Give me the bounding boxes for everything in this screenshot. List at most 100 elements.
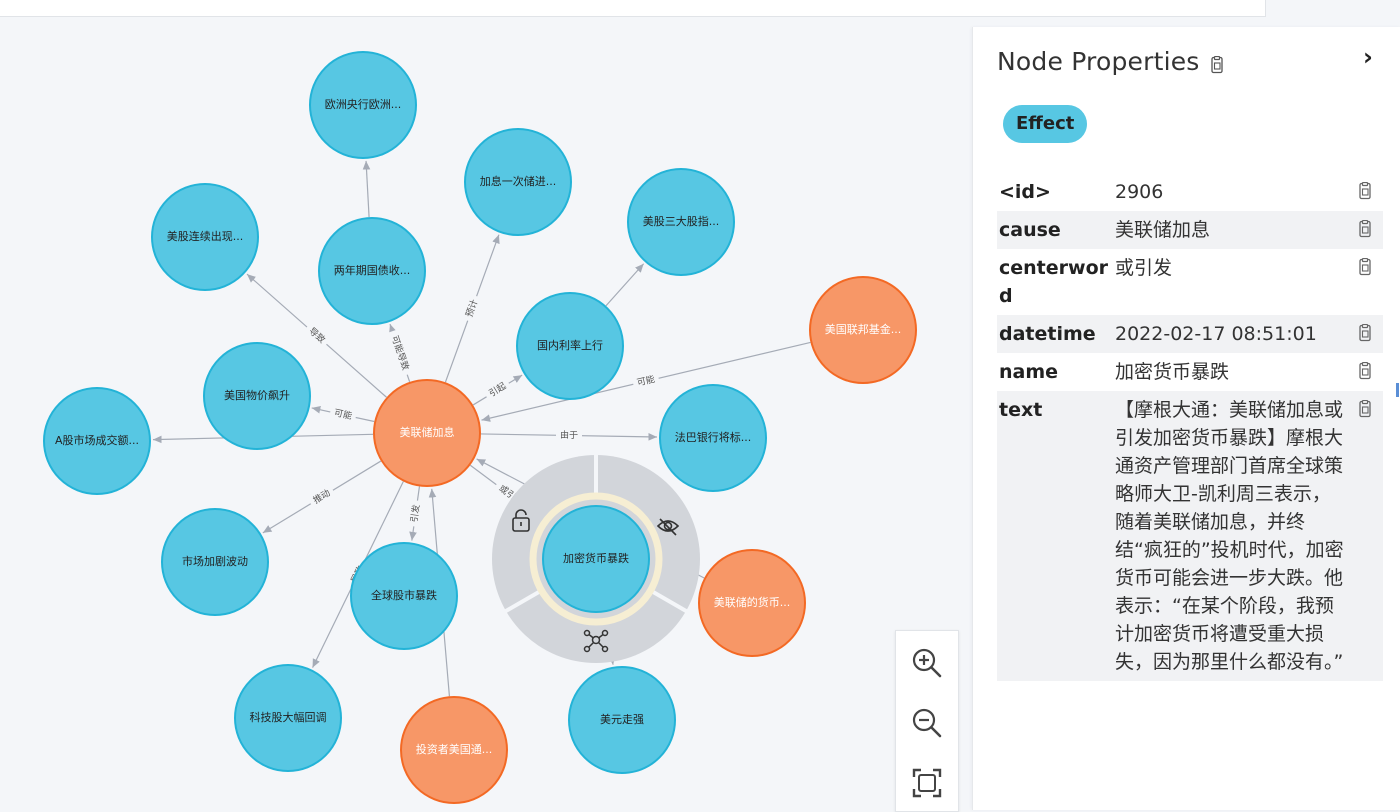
node-circle[interactable]	[659, 384, 767, 492]
node-label-badge[interactable]: Effect	[1003, 105, 1088, 143]
radial-menu-divider	[652, 590, 689, 614]
graph-node[interactable]: 加息一次储进...	[464, 128, 572, 236]
radial-menu-divider	[503, 590, 540, 614]
query-bar[interactable]	[0, 0, 1266, 17]
hide-eye-icon[interactable]	[656, 518, 680, 536]
node-circle[interactable]	[627, 168, 735, 276]
panel-title: Node Properties	[997, 47, 1200, 76]
edges-layer: 导致可能导致预计引起可能可能由于推动引发导致或引发	[152, 160, 811, 697]
property-value: 美联储加息	[1115, 219, 1211, 241]
copy-icon[interactable]	[1357, 182, 1373, 200]
node-circle[interactable]	[161, 508, 269, 616]
graph-node[interactable]: 美国联邦基金...	[809, 276, 917, 384]
copy-icon[interactable]	[1357, 258, 1373, 276]
property-key: datetime	[999, 323, 1096, 345]
graph-node[interactable]: 美联储加息	[373, 379, 481, 487]
node-circle[interactable]	[350, 542, 458, 650]
graph-node[interactable]: 法巴银行将标...	[659, 384, 767, 492]
graph-node[interactable]: 投资者美国通...	[400, 696, 508, 804]
node-label: 科技股大幅回调	[250, 710, 327, 724]
nodes-layer: 美联储加息 欧洲央行欧洲... 加息一次储进... 美股三大股指... 美股连续出现..…	[43, 51, 917, 804]
node-circle[interactable]	[516, 292, 624, 400]
node-circle[interactable]	[309, 51, 417, 159]
graph-node[interactable]: 加密货币暴跌	[542, 505, 650, 613]
node-circle[interactable]	[203, 342, 311, 450]
node-circle[interactable]	[151, 183, 259, 291]
property-row: datetime 2022-02-17 08:51:01	[997, 315, 1383, 353]
node-label: 美联储加息	[400, 425, 455, 439]
edge-label: 预计	[463, 298, 480, 319]
node-circle[interactable]	[542, 505, 650, 613]
property-key: <id>	[999, 181, 1051, 203]
property-row: text 【摩根大通：美联储加息或引发加密货币暴跌】摩根大通资产管理部门首席全球策…	[997, 391, 1383, 681]
node-circle[interactable]	[373, 379, 481, 487]
property-row: name 加密货币暴跌	[997, 353, 1383, 391]
property-value: 或引发	[1115, 257, 1173, 279]
graph-node[interactable]: A股市场成交额...	[43, 387, 151, 495]
property-value: 2022-02-17 08:51:01	[1115, 323, 1317, 345]
node-label: A股市场成交额...	[55, 433, 139, 447]
node-label: 国内利率上行	[537, 338, 603, 352]
graph-node[interactable]: 国内利率上行	[516, 292, 624, 400]
edge-label-background	[386, 329, 413, 377]
node-label: 投资者美国通...	[416, 742, 493, 756]
collapse-panel-chevron-icon[interactable]: ›	[1363, 43, 1373, 71]
edge-label: 可能导致	[389, 334, 412, 372]
edge-label-background	[303, 322, 331, 349]
graph-node[interactable]: 两年期国债收...	[318, 217, 426, 325]
edge-label: 可能	[333, 406, 353, 422]
node-label: 美国联邦基金...	[825, 322, 902, 336]
edge-label-background	[555, 429, 583, 442]
relationship-edge[interactable]	[605, 263, 645, 307]
graph-node[interactable]: 美联储的货币...	[698, 549, 806, 657]
properties-table: <id> 2906 cause 美联储加息 centerword 或引发 datetime 2…	[997, 173, 1383, 681]
graph-node[interactable]: 美股连续出现...	[151, 183, 259, 291]
node-label: 全球股市暴跌	[371, 588, 437, 602]
property-key: name	[999, 361, 1059, 383]
copy-icon[interactable]	[1209, 56, 1225, 74]
property-value: 2906	[1115, 181, 1164, 203]
fit-screen-icon[interactable]	[910, 766, 944, 800]
node-label: 两年期国债收...	[334, 263, 411, 277]
node-circle[interactable]	[568, 666, 676, 774]
expand-network-icon[interactable]	[583, 629, 609, 653]
node-label: 法巴银行将标...	[675, 430, 752, 444]
node-circle[interactable]	[318, 217, 426, 325]
node-circle[interactable]	[234, 664, 342, 772]
node-circle[interactable]	[464, 128, 572, 236]
node-circle[interactable]	[809, 276, 917, 384]
node-label: 美国物价飙升	[224, 388, 290, 402]
copy-icon[interactable]	[1357, 362, 1373, 380]
unlock-icon[interactable]	[512, 509, 530, 532]
graph-node[interactable]: 美股三大股指...	[627, 168, 735, 276]
zoom-out-icon[interactable]	[910, 706, 944, 740]
node-circle[interactable]	[698, 549, 806, 657]
scrollbar-indicator[interactable]	[1396, 383, 1399, 397]
edge-label: 由于	[560, 429, 578, 441]
graph-node[interactable]: 美国物价飙升	[203, 342, 311, 450]
graph-node[interactable]: 美元走强	[568, 666, 676, 774]
graph-node[interactable]: 全球股市暴跌	[350, 542, 458, 650]
edge-label-background	[307, 485, 337, 509]
node-label: 美元走强	[600, 713, 644, 726]
node-label: 美股三大股指...	[643, 214, 720, 228]
copy-icon[interactable]	[1357, 220, 1373, 238]
graph-node[interactable]: 欧洲央行欧洲...	[309, 51, 417, 159]
property-row: centerword 或引发	[997, 249, 1383, 315]
copy-icon[interactable]	[1357, 324, 1373, 342]
property-key: centerword	[999, 257, 1108, 307]
relationship-edge[interactable]	[362, 160, 371, 218]
property-value: 加密货币暴跌	[1115, 361, 1230, 383]
graph-node[interactable]: 市场加剧波动	[161, 508, 269, 616]
property-row: cause 美联储加息	[997, 211, 1383, 249]
node-label: 美股连续出现...	[167, 229, 244, 243]
copy-icon[interactable]	[1357, 400, 1373, 418]
node-circle[interactable]	[400, 696, 508, 804]
zoom-in-icon[interactable]	[910, 646, 944, 680]
property-key: text	[999, 399, 1043, 421]
edge-label-background	[407, 499, 424, 528]
node-circle[interactable]	[43, 387, 151, 495]
node-label: 加息一次储进...	[480, 174, 557, 188]
graph-node[interactable]: 科技股大幅回调	[234, 664, 342, 772]
